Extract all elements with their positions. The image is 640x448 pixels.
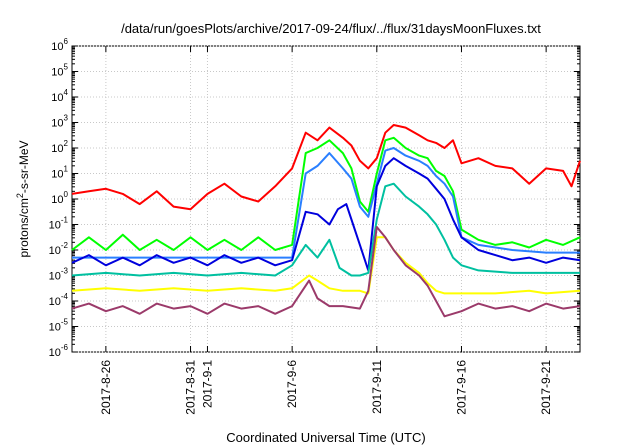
y-axis-label-sup: 2 xyxy=(15,193,25,198)
x-tick-label: 2017-9-16 xyxy=(454,360,468,415)
plot-frame xyxy=(71,45,581,353)
y-tick-label: 10-1 xyxy=(49,216,69,232)
series-line-6 xyxy=(71,236,581,295)
y-tick-label: 103 xyxy=(51,114,68,130)
x-tick-label: 2017-9-21 xyxy=(539,360,553,415)
x-tick-label: 2017-8-31 xyxy=(184,360,198,415)
y-axis-label-prefix: protons/cm xyxy=(17,198,31,257)
y-tick-label: 106 xyxy=(51,37,68,53)
series-line-2 xyxy=(71,136,581,251)
x-axis: 2017-8-26 2017-8-31 2017-9-1 2017-9-6 2017-9… xyxy=(99,46,553,415)
x-tick-label: 2017-9-11 xyxy=(370,360,384,414)
y-tick-label: 10-5 xyxy=(49,318,69,334)
x-tick-label: 2017-9-1 xyxy=(200,360,214,408)
y-tick-label: 101 xyxy=(51,165,68,181)
series-line-3 xyxy=(72,147,580,259)
series-line-7 xyxy=(71,226,581,318)
series-line-5 xyxy=(71,182,580,277)
y-axis-label-suffix: -s-sr-MeV xyxy=(17,140,31,193)
y-axis: 10-6 10-5 10-4 10-3 10-2 10-1 100 101 102 103 104 1… xyxy=(49,37,580,359)
series-line-1 xyxy=(71,124,581,211)
y-tick-label: 104 xyxy=(51,88,68,104)
y-tick-label: 102 xyxy=(51,139,68,155)
series-group xyxy=(71,124,581,318)
y-tick-label: 100 xyxy=(51,190,68,206)
y-tick-label: 10-6 xyxy=(49,343,69,359)
chart-title: /data/run/goesPlots/archive/2017-09-24/f… xyxy=(121,21,541,36)
x-axis-label: Coordinated Universal Time (UTC) xyxy=(226,430,425,445)
x-tick-label: 2017-9-6 xyxy=(285,360,299,408)
y-axis-label: protons/cm2-s-sr-MeV xyxy=(15,140,31,257)
y-tick-label: 10-2 xyxy=(49,241,69,257)
series-line-4 xyxy=(71,157,581,272)
x-tick-label: 2017-8-26 xyxy=(99,360,113,415)
y-tick-label: 105 xyxy=(51,63,68,79)
y-tick-label: 10-3 xyxy=(49,267,69,283)
y-tick-label: 10-4 xyxy=(49,292,69,308)
grid xyxy=(72,45,580,353)
